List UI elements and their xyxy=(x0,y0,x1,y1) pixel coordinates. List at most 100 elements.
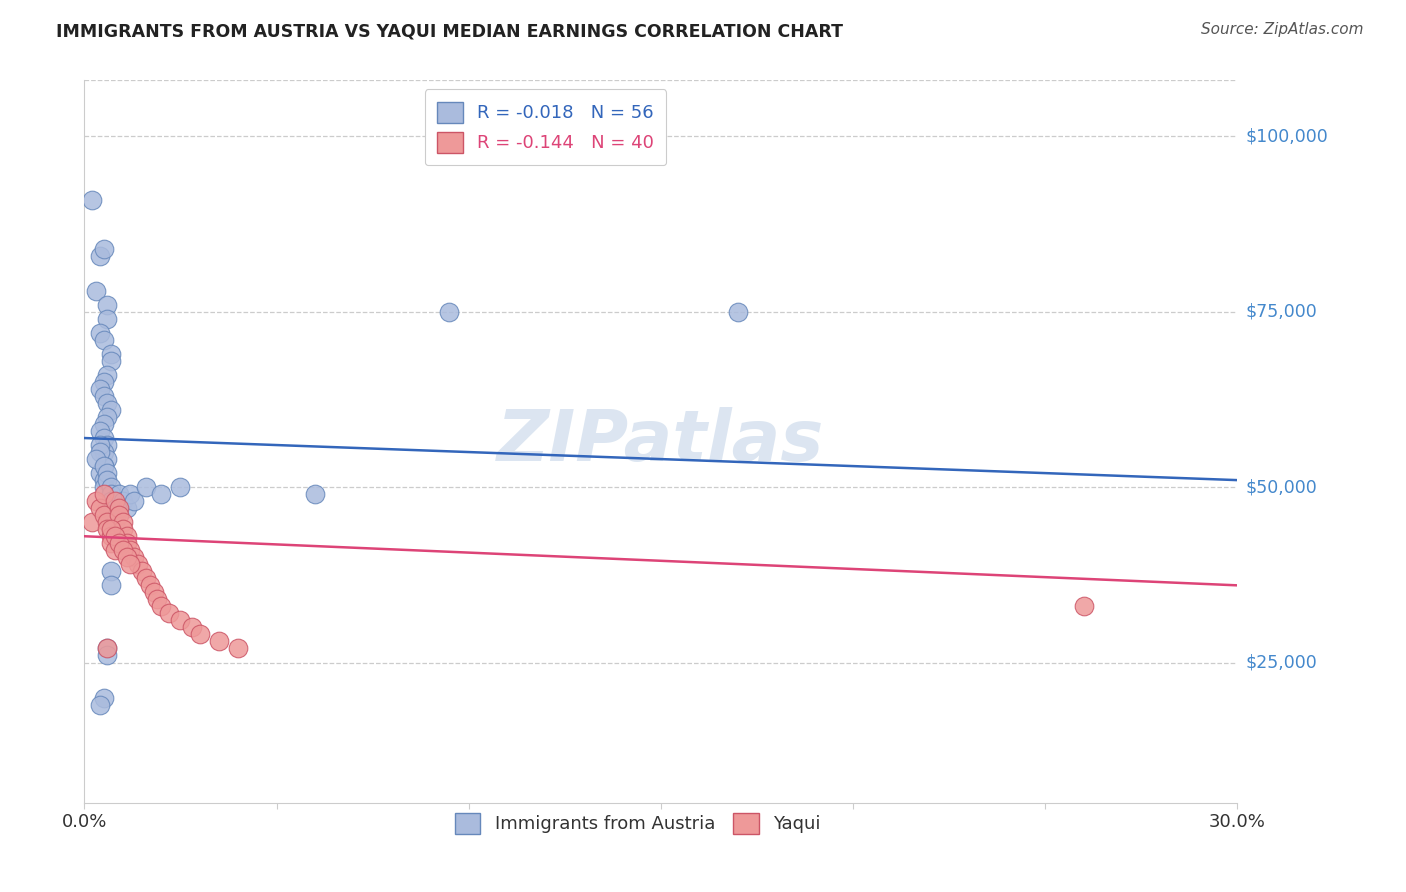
Point xyxy=(124,494,146,508)
Point xyxy=(93,417,115,431)
Point xyxy=(93,389,115,403)
Point xyxy=(188,627,211,641)
Point xyxy=(124,550,146,565)
Point xyxy=(100,403,122,417)
Point xyxy=(96,396,118,410)
Point xyxy=(100,564,122,578)
Point xyxy=(89,466,111,480)
Point xyxy=(108,501,131,516)
Point xyxy=(181,620,204,634)
Point xyxy=(100,529,122,543)
Point xyxy=(100,578,122,592)
Point xyxy=(727,305,749,319)
Point xyxy=(89,424,111,438)
Point xyxy=(89,249,111,263)
Point xyxy=(100,522,122,536)
Point xyxy=(120,543,142,558)
Point xyxy=(93,487,115,501)
Text: $75,000: $75,000 xyxy=(1246,302,1317,321)
Point xyxy=(93,242,115,256)
Point xyxy=(115,529,138,543)
Point xyxy=(96,466,118,480)
Point xyxy=(96,452,118,467)
Point xyxy=(104,494,127,508)
Point xyxy=(100,494,122,508)
Point xyxy=(93,459,115,474)
Point xyxy=(135,480,157,494)
Point xyxy=(100,480,122,494)
Point xyxy=(100,487,122,501)
Point xyxy=(304,487,326,501)
Point xyxy=(89,326,111,340)
Text: $25,000: $25,000 xyxy=(1246,654,1317,672)
Point xyxy=(111,494,134,508)
Point xyxy=(100,354,122,368)
Point xyxy=(104,515,127,529)
Point xyxy=(169,614,191,628)
Point xyxy=(96,522,118,536)
Point xyxy=(100,347,122,361)
Point xyxy=(84,284,107,298)
Point xyxy=(96,501,118,516)
Point xyxy=(93,508,115,523)
Point xyxy=(135,571,157,585)
Point xyxy=(169,480,191,494)
Point xyxy=(93,473,115,487)
Point xyxy=(93,445,115,459)
Point xyxy=(93,459,115,474)
Point xyxy=(96,438,118,452)
Text: Source: ZipAtlas.com: Source: ZipAtlas.com xyxy=(1201,22,1364,37)
Legend: Immigrants from Austria, Yaqui: Immigrants from Austria, Yaqui xyxy=(444,802,831,845)
Point xyxy=(84,452,107,467)
Point xyxy=(96,311,118,326)
Point xyxy=(93,375,115,389)
Point xyxy=(1073,599,1095,614)
Text: $50,000: $50,000 xyxy=(1246,478,1317,496)
Point xyxy=(439,305,461,319)
Point xyxy=(80,515,103,529)
Point xyxy=(96,368,118,382)
Point xyxy=(93,690,115,705)
Text: ZIPatlas: ZIPatlas xyxy=(498,407,824,476)
Point xyxy=(108,536,131,550)
Point xyxy=(84,494,107,508)
Point xyxy=(142,585,165,599)
Point xyxy=(80,193,103,207)
Point xyxy=(96,298,118,312)
Point xyxy=(96,641,118,656)
Point xyxy=(93,480,115,494)
Point xyxy=(108,487,131,501)
Point xyxy=(89,698,111,712)
Point xyxy=(111,543,134,558)
Point xyxy=(96,409,118,424)
Point xyxy=(89,445,111,459)
Point xyxy=(150,487,173,501)
Point xyxy=(131,564,153,578)
Point xyxy=(93,431,115,445)
Point xyxy=(127,558,149,572)
Point xyxy=(146,592,169,607)
Point xyxy=(111,515,134,529)
Point xyxy=(226,641,249,656)
Point xyxy=(96,641,118,656)
Point xyxy=(115,501,138,516)
Point xyxy=(115,536,138,550)
Point xyxy=(108,508,131,523)
Point xyxy=(138,578,160,592)
Point xyxy=(89,438,111,452)
Point xyxy=(89,501,111,516)
Point xyxy=(120,487,142,501)
Point xyxy=(115,550,138,565)
Text: IMMIGRANTS FROM AUSTRIA VS YAQUI MEDIAN EARNINGS CORRELATION CHART: IMMIGRANTS FROM AUSTRIA VS YAQUI MEDIAN … xyxy=(56,22,844,40)
Point xyxy=(104,529,127,543)
Point xyxy=(96,648,118,663)
Point xyxy=(111,522,134,536)
Point xyxy=(100,508,122,523)
Point xyxy=(93,333,115,347)
Point xyxy=(96,515,118,529)
Point xyxy=(120,558,142,572)
Point xyxy=(89,382,111,396)
Point xyxy=(100,536,122,550)
Text: $100,000: $100,000 xyxy=(1246,128,1329,145)
Point xyxy=(157,607,180,621)
